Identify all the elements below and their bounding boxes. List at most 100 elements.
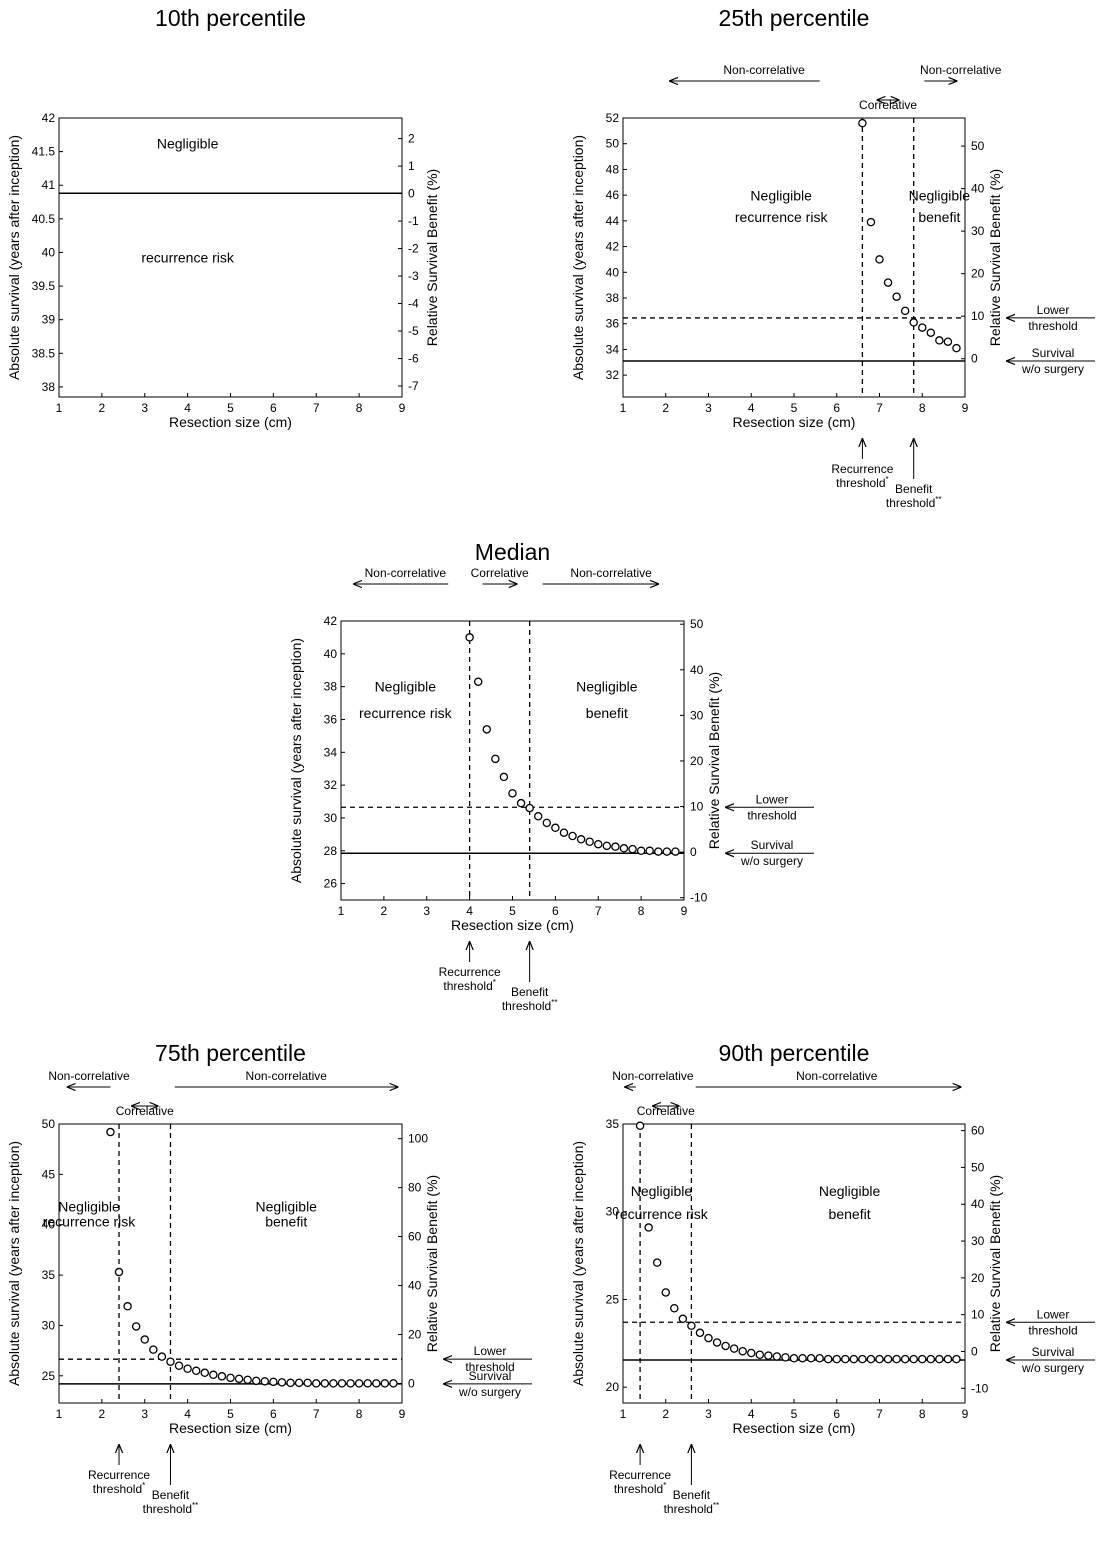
x-tick-label: 3 <box>423 904 430 918</box>
y2-tick-label: -2 <box>408 242 419 256</box>
x-tick-label: 8 <box>356 1407 363 1421</box>
y2-tick-label: -4 <box>408 297 419 311</box>
y-tick-label: 30 <box>42 1318 56 1332</box>
band-label: Non-correlative <box>246 1069 328 1083</box>
data-point <box>594 839 603 849</box>
x-tick-label: 9 <box>399 401 406 415</box>
data-point <box>832 1354 842 1364</box>
chart-panel-1: 10th percentile 1 2 3 4 5 6 7 8 9 Resection size (… <box>6 5 440 430</box>
x-tick-label: 6 <box>833 401 840 415</box>
side-label: Survival <box>469 1369 512 1383</box>
chart-title: Median <box>475 539 550 565</box>
data-point <box>508 789 517 798</box>
data-point <box>277 1378 287 1387</box>
y2-tick-label: 20 <box>971 267 985 281</box>
data-point <box>602 841 612 851</box>
data-point <box>243 1375 252 1385</box>
data-point <box>687 1321 696 1331</box>
y2-tick-label: 30 <box>690 708 704 722</box>
x-tick-label: 3 <box>705 1407 712 1421</box>
data-point <box>806 1354 816 1363</box>
y-tick-label: 48 <box>606 162 620 176</box>
data-point <box>909 318 918 327</box>
y2-tick-label: 40 <box>971 182 985 196</box>
region-label: recurrence risk <box>141 250 235 266</box>
data-point <box>892 1354 901 1364</box>
x-tick-label: 3 <box>705 401 712 415</box>
x-tick-label: 7 <box>595 904 602 918</box>
side-label: w/o surgery <box>1021 362 1084 376</box>
y-tick-label: 41 <box>42 178 56 192</box>
side-label: threshold <box>747 808 796 822</box>
x-tick-label: 4 <box>748 1407 755 1421</box>
data-point <box>712 1338 722 1347</box>
data-point <box>738 1346 747 1356</box>
y-tick-label: 30 <box>324 811 338 825</box>
y-tick-label: 40 <box>42 245 56 259</box>
y2-tick-label: 20 <box>971 1271 985 1285</box>
x-tick-label: 8 <box>919 401 926 415</box>
side-label: Survival <box>1032 1345 1075 1359</box>
region-label: Negligible <box>375 679 437 695</box>
band-label: Correlative <box>859 98 917 112</box>
x-tick-label: 1 <box>338 904 345 918</box>
y2-tick-label: 60 <box>971 1124 985 1138</box>
y-tick-label: 40 <box>324 647 338 661</box>
x-tick-label: 1 <box>56 401 63 415</box>
data-point <box>380 1379 390 1388</box>
data-point <box>654 847 663 856</box>
y-tick-label: 44 <box>606 214 620 228</box>
data-point <box>533 812 543 821</box>
y2-tick-label: 50 <box>971 1160 985 1174</box>
x-tick-label: 2 <box>99 1407 106 1421</box>
x-tick-label: 5 <box>791 1407 798 1421</box>
bottom-label: Benefit <box>895 482 933 496</box>
chart-panel-5: 90th percentile 1 2 3 4 5 6 7 8 9 Resection size (… <box>570 1040 1095 1516</box>
y2-axis-label: Relative Survival Benefit (%) <box>424 169 440 346</box>
y2-tick-label: 40 <box>408 1279 422 1293</box>
x-tick-label: 8 <box>638 904 645 918</box>
x-tick-label: 3 <box>141 1407 148 1421</box>
y-tick-label: 40 <box>42 1218 56 1232</box>
region-label: benefit <box>586 705 628 721</box>
data-point <box>568 831 577 841</box>
chart-title: 25th percentile <box>719 5 870 31</box>
y-tick-label: 45 <box>42 1167 56 1181</box>
y2-tick-label: 10 <box>971 1308 985 1322</box>
side-label: threshold <box>465 1360 514 1374</box>
data-point <box>866 1354 876 1364</box>
region-label: recurrence risk <box>43 1214 137 1230</box>
y-tick-label: 25 <box>606 1292 620 1306</box>
side-label: Survival <box>751 838 794 852</box>
data-point <box>123 1302 132 1311</box>
data-point <box>106 1127 115 1137</box>
data-point <box>883 1354 893 1364</box>
y-tick-label: 34 <box>606 342 620 356</box>
bottom-label: Recurrence <box>439 965 501 979</box>
data-point <box>619 844 629 853</box>
data-point <box>149 1345 158 1354</box>
y2-tick-label: -6 <box>408 352 419 366</box>
data-point <box>764 1351 773 1360</box>
data-point <box>363 1379 372 1388</box>
band-label: Non-correlative <box>612 1069 694 1083</box>
y-tick-label: 40 <box>606 265 620 279</box>
y2-tick-label: 2 <box>408 132 415 146</box>
data-point <box>183 1364 192 1374</box>
side-label: Survival <box>1032 346 1075 360</box>
data-point <box>849 1354 859 1364</box>
data-point <box>542 818 552 828</box>
data-point <box>635 1121 645 1131</box>
data-point <box>678 1314 688 1324</box>
data-point <box>866 217 876 227</box>
data-point <box>525 803 534 813</box>
data-point <box>209 1370 218 1380</box>
data-point <box>611 842 620 851</box>
side-label: threshold <box>1028 319 1077 333</box>
data-point <box>645 846 654 856</box>
data-point <box>943 337 953 346</box>
bottom-label: threshold** <box>143 1501 199 1516</box>
